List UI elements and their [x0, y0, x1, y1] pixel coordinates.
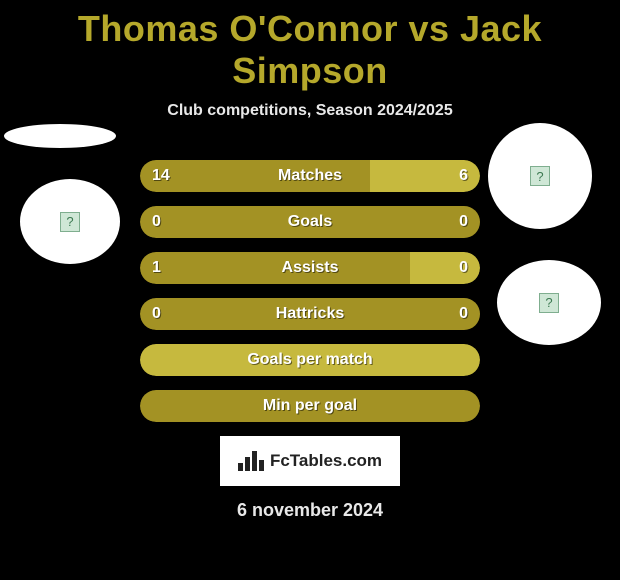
date-label: 6 november 2024	[0, 500, 620, 521]
stat-right-value: 0	[459, 305, 468, 323]
stat-right-value: 0	[459, 213, 468, 231]
stat-label: Matches	[278, 167, 342, 185]
stat-right-value: 0	[459, 259, 468, 277]
logo-text: FcTables.com	[270, 451, 382, 471]
stat-label: Goals	[288, 213, 332, 231]
decorative-ellipse-1	[4, 124, 116, 148]
stat-label: Min per goal	[263, 397, 357, 415]
subtitle: Club competitions, Season 2024/2025	[0, 102, 620, 120]
stat-row-goals-per-match: Goals per match	[140, 344, 480, 376]
stats-container: 14 6 Matches 0 0 Goals 1 0 Assists 0 0 Hattricks Goa…	[140, 160, 480, 422]
question-icon: ?	[539, 293, 559, 313]
question-icon: ?	[530, 166, 550, 186]
logo-inner: FcTables.com	[238, 451, 382, 471]
decorative-circle-1: ?	[20, 179, 120, 264]
page-title: Thomas O'Connor vs Jack Simpson	[0, 0, 620, 92]
stat-row-matches: 14 6 Matches	[140, 160, 480, 192]
stat-row-goals: 0 0 Goals	[140, 206, 480, 238]
fctables-icon	[238, 451, 264, 471]
stat-right-fill	[410, 252, 480, 284]
stat-label: Goals per match	[247, 351, 372, 369]
stat-right-value: 6	[459, 167, 468, 185]
logo-box: FcTables.com	[220, 436, 400, 486]
decorative-circle-2: ?	[488, 123, 592, 229]
stat-left-value: 0	[152, 305, 161, 323]
stat-row-assists: 1 0 Assists	[140, 252, 480, 284]
stat-row-hattricks: 0 0 Hattricks	[140, 298, 480, 330]
stat-left-value: 14	[152, 167, 170, 185]
stat-label: Assists	[282, 259, 339, 277]
question-icon: ?	[60, 212, 80, 232]
stat-left-value: 0	[152, 213, 161, 231]
stat-label: Hattricks	[276, 305, 344, 323]
stat-row-min-per-goal: Min per goal	[140, 390, 480, 422]
stat-left-fill	[140, 252, 410, 284]
stat-left-value: 1	[152, 259, 161, 277]
decorative-circle-3: ?	[497, 260, 601, 345]
